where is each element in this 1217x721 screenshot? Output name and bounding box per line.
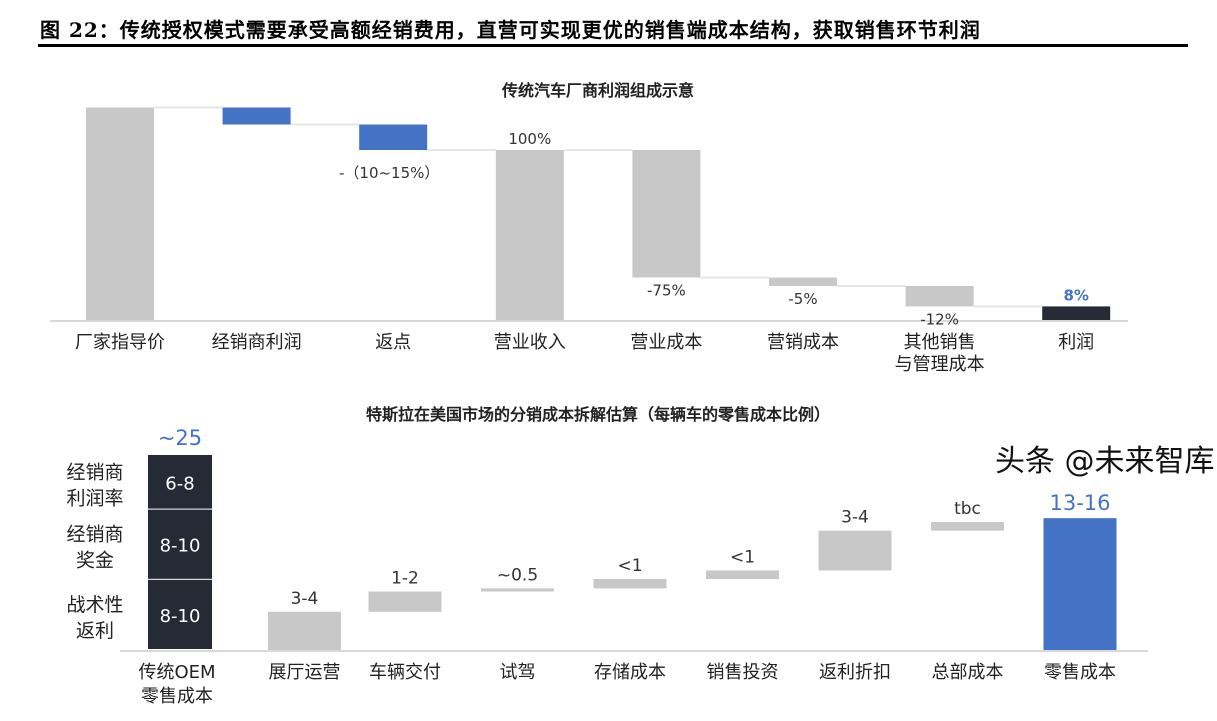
- chart1-bar: [359, 124, 428, 150]
- chart1-data-label: 8%: [1063, 286, 1088, 304]
- chart1-x-tick-label: 利润: [1058, 332, 1094, 353]
- chart1-data-label: -（10~15%）: [339, 164, 439, 182]
- chart1-plot: 厂家指导价 经销商利润 返点 -（10~15%） 营业收入 100% 营业成本 -75% 营销成…: [50, 106, 1128, 375]
- chart1-x-tick-label: 营业收入: [494, 332, 566, 353]
- chart2-data-label: <1: [617, 556, 642, 576]
- chart2-segment-name: 战术性返利: [66, 594, 123, 642]
- chart1-bar: [1042, 306, 1111, 320]
- chart1-data-label: -5%: [788, 290, 817, 308]
- chart2-x-tick-label: 存储成本: [594, 662, 666, 683]
- chart2-bar: [931, 522, 1004, 531]
- chart2-x-tick-label: 展厅运营: [269, 662, 341, 683]
- chart2-x-tick-label: 试驾: [500, 662, 536, 683]
- chart2-x-tick-label: 销售投资: [707, 662, 779, 683]
- chart2-segment-label: 8-10: [160, 536, 201, 557]
- chart1-x-tick-label: 厂家指导价: [75, 332, 165, 353]
- title-rule: [38, 44, 1188, 47]
- chart2-bar: [706, 570, 779, 580]
- chart1-data-label: -75%: [647, 282, 686, 300]
- chart2-data-label: ~0.5: [497, 565, 538, 585]
- chart1-x-tick-label: 经销商利润: [212, 332, 302, 353]
- figure-title: 图 22：传统授权模式需要承受高额经销费用，直营可实现更优的销售端成本结构，获取…: [40, 18, 981, 42]
- chart2-data-label: tbc: [954, 499, 981, 519]
- chart2-total-data-label: 13-16: [1049, 491, 1110, 515]
- chart1-bar: [632, 150, 701, 278]
- chart2-segment-label: 8-10: [160, 606, 201, 627]
- chart2-x-tick-label: 传统OEM 零售成本: [138, 662, 215, 707]
- chart1-bar: [222, 107, 291, 125]
- chart2-bar: [593, 579, 667, 589]
- chart1-bar: [905, 286, 974, 307]
- chart2-segment-label: 6-8: [165, 473, 194, 494]
- watermark: 头条 @未来智库: [995, 444, 1215, 479]
- chart2-data-label: <1: [730, 547, 755, 567]
- chart2-bar: [818, 530, 892, 571]
- chart1-x-tick-label: 营销成本: [767, 332, 839, 353]
- chart2-segment-name: 经销商利润率: [66, 461, 123, 509]
- chart1-bar: [769, 277, 837, 286]
- chart2-x-tick-label: 车辆交付: [369, 662, 441, 683]
- chart1-x-tick-label: 营业成本: [630, 332, 702, 353]
- chart2-total-label: ~25: [158, 426, 202, 450]
- chart1-data-label: 100%: [508, 130, 551, 148]
- chart2-x-tick-label: 返利折扣: [819, 662, 891, 683]
- chart1-x-tick-label: 返点: [375, 332, 411, 353]
- chart2-total-bar: [1043, 518, 1117, 650]
- chart2-plot: 8-10 战术性返利 8-10 经销商奖金 6-8 经销商利润率 ~25 传统OEM 零售成本 3…: [66, 426, 1148, 707]
- chart1-bar: [86, 107, 154, 320]
- chart2-stack-segment: [148, 455, 212, 509]
- chart2-segment-name: 经销商奖金: [66, 524, 123, 572]
- chart1-x-tick-label: 其他销售与管理成本: [895, 332, 985, 375]
- chart2-stack-segment: [148, 509, 212, 579]
- chart1-data-label: -12%: [920, 310, 959, 328]
- chart2-data-label: 3-4: [291, 589, 319, 609]
- chart2-x-tick-label: 零售成本: [1044, 662, 1116, 683]
- chart2-bar: [268, 611, 341, 650]
- chart1-title: 传统汽车厂商利润组成示意: [501, 81, 694, 100]
- chart2-bar: [481, 588, 554, 592]
- chart2-title: 特斯拉在美国市场的分销成本拆解估算（每辆车的零售成本比例）: [366, 405, 830, 424]
- chart2-stack-segment: [148, 579, 212, 649]
- chart2-data-label: 3-4: [841, 508, 869, 528]
- chart2-bar: [368, 591, 442, 612]
- chart2-data-label: 1-2: [391, 569, 419, 589]
- chart1-bar: [495, 150, 564, 320]
- chart2-x-tick-label: 总部成本: [932, 662, 1004, 683]
